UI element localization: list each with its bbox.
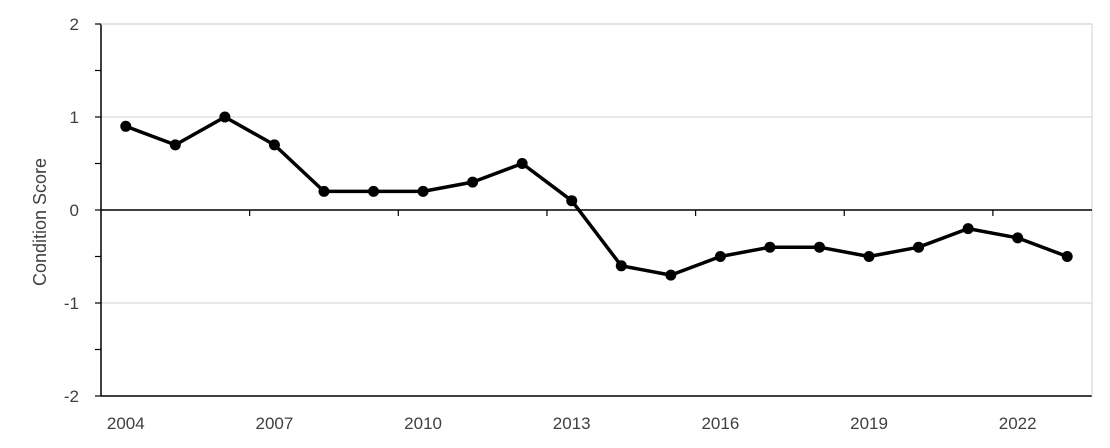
x-tick-label: 2010 <box>404 414 442 433</box>
data-point <box>467 176 479 188</box>
data-point <box>318 185 330 197</box>
x-tick-label: 2007 <box>256 414 294 433</box>
data-point <box>863 251 875 262</box>
data-point <box>417 185 429 197</box>
x-tick-label: 2004 <box>107 414 145 433</box>
data-point <box>219 111 231 123</box>
data-point <box>615 260 627 272</box>
series <box>120 111 1073 281</box>
x-tick-label: 2019 <box>850 414 888 433</box>
y-axis-title: Condition Score <box>30 158 50 286</box>
gridlines <box>101 23 1092 304</box>
y-tick-label: 0 <box>70 201 79 220</box>
data-point <box>1012 232 1024 244</box>
data-point <box>368 185 380 197</box>
data-point <box>516 158 528 169</box>
y-tick-label: 2 <box>70 15 79 34</box>
data-point <box>913 241 925 253</box>
data-point <box>120 120 132 132</box>
data-point <box>764 241 776 253</box>
data-point <box>665 269 677 281</box>
series-line <box>125 115 1068 277</box>
data-point <box>169 139 181 151</box>
data-point <box>714 251 726 262</box>
data-point <box>1061 251 1073 262</box>
x-tick-label: 2016 <box>701 414 739 433</box>
data-point <box>962 223 974 235</box>
y-tick-label: -2 <box>64 387 79 406</box>
data-point <box>566 195 578 207</box>
tick-labels: -2 -1 0 1 2 2004 2007 2010 2013 2016 2019 2022 <box>64 15 1037 433</box>
x-tick-label: 2022 <box>999 414 1037 433</box>
x-tick-label: 2013 <box>553 414 591 433</box>
axes <box>95 23 1093 397</box>
data-point <box>813 241 825 253</box>
data-point <box>268 139 280 151</box>
y-tick-label: -1 <box>64 294 79 313</box>
y-tick-label: 1 <box>70 108 79 127</box>
